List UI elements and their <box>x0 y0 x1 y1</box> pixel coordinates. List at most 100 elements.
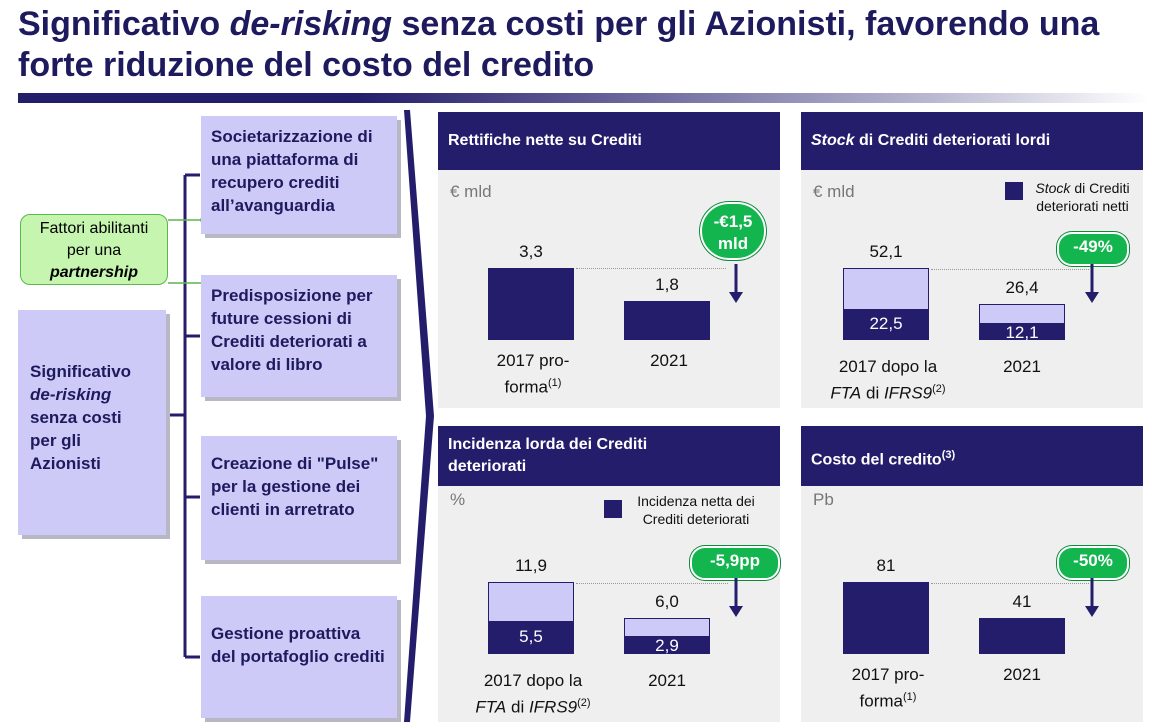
reference-line <box>576 583 728 584</box>
main-goal-box: Significativo de-risking senza costi per… <box>18 310 166 535</box>
chart-panel-cost-of-risk: Costo del credito(3) Pb 81 41 2017 pro- … <box>801 426 1143 722</box>
main-goal-line: Azionisti <box>30 454 101 473</box>
data-label: 5,5 <box>519 626 543 646</box>
title-rule <box>18 93 1148 103</box>
main-goal-line: per gli <box>30 431 82 450</box>
category-label-text: di <box>861 383 884 403</box>
category-label-line: 2017 dopo la <box>483 671 583 690</box>
chart-title: Stock di Crediti deteriorati lordi <box>801 112 1143 170</box>
chart-title-text: Rettifiche nette su Crediti <box>448 132 642 149</box>
main-goal-line-italic: de-risking <box>30 385 112 404</box>
chart-title: Rettifiche nette su Crediti <box>438 112 780 170</box>
data-label: 26,4 <box>1005 278 1039 297</box>
legend-label: Incidenza netta dei Crediti deteriorati <box>626 492 766 528</box>
category-label: 2021 <box>648 671 686 690</box>
chart-title-italic: Stock <box>811 132 855 149</box>
chart-bar <box>624 301 710 340</box>
chart-title-text: Costo del credito <box>811 451 942 469</box>
title-part: senza costi per gli Azionisti, favorendo… <box>18 5 1100 84</box>
change-badge-line: -€1,5 <box>713 212 753 231</box>
data-label: 3,3 <box>519 242 543 261</box>
footnote-ref: (3) <box>941 449 956 461</box>
main-goal-line: Significativo <box>30 362 132 381</box>
enabling-factors-emphasis: partnership <box>49 264 138 281</box>
data-label: 52,1 <box>869 242 903 261</box>
chart-panel-gross-npe-ratio: Incidenza lorda dei Crediti deteriorati … <box>438 426 780 722</box>
chart-unit: € mld <box>813 182 855 201</box>
category-label-line: FTA di IFRS9(2) <box>460 692 606 719</box>
chart-unit: % <box>450 490 466 509</box>
chart-title: Incidenza lorda dei Crediti deteriorati <box>438 426 780 486</box>
arrow-down-icon <box>1085 264 1099 303</box>
data-label: 12,1 <box>1005 323 1039 342</box>
category-label: 2017 dopo la FTA di IFRS9(2) <box>815 356 961 405</box>
change-badge: -49% <box>1057 232 1129 266</box>
footnote-ref: (1) <box>903 691 917 703</box>
category-label: 2017 dopo la FTA di IFRS9(2) <box>460 670 606 719</box>
category-label-italic: IFRS9 <box>528 697 578 717</box>
category-label-line: 2017 pro- <box>851 665 925 684</box>
data-label: 6,0 <box>655 592 679 611</box>
data-label: 22,5 <box>869 313 903 333</box>
enabling-factors-box: Fattori abilitanti per una partnership <box>20 214 168 285</box>
change-badge: -5,9pp <box>690 546 780 580</box>
category-label-line: forma(1) <box>468 372 598 399</box>
chart-title-text: di Crediti deteriorati lordi <box>854 132 1051 149</box>
legend-line: Incidenza netta dei <box>637 493 755 509</box>
chart-title-line: Incidenza lorda dei Crediti <box>448 436 648 453</box>
enabling-factors-line: Fattori abilitanti <box>39 220 149 237</box>
lever-label: Societarizzazione di una piattaforma di … <box>211 127 373 215</box>
chart-title: Costo del credito(3) <box>801 426 1143 486</box>
lever-label: Predisposizione per future cessioni di C… <box>211 286 373 374</box>
lever-label: Gestione proattiva del portafoglio credi… <box>211 624 385 666</box>
category-label-italic: FTA <box>830 383 862 403</box>
lever-box-npl-disposals: Predisposizione per future cessioni di C… <box>201 275 397 397</box>
chart-panel-gross-npe-stock: Stock di Crediti deteriorati lordi € mld… <box>801 112 1143 408</box>
lever-box-servicing-platform: Societarizzazione di una piattaforma di … <box>201 116 397 234</box>
enabling-factors-line: partnership <box>21 262 167 284</box>
category-label: 2021 <box>1003 665 1041 684</box>
category-label-line: 2017 pro- <box>496 351 570 370</box>
category-label-italic: IFRS9 <box>883 383 933 403</box>
footnote-ref: (2) <box>932 383 946 395</box>
chart-bar-net <box>488 621 574 654</box>
enabling-factors-line: per una <box>66 242 122 259</box>
footnote-ref: (1) <box>548 377 562 389</box>
legend-line: Crediti deteriorati <box>642 511 750 527</box>
main-goal-line: senza costi <box>30 408 122 427</box>
legend-line: deteriorati netti <box>1036 198 1129 214</box>
chart-bar <box>979 618 1065 654</box>
category-label-line: forma(1) <box>823 686 953 713</box>
chart-panel-net-adjustments: Rettifiche nette su Crediti € mld 3,3 1,… <box>438 112 780 408</box>
lever-box-pulse: Creazione di "Pulse" per la gestione dei… <box>201 436 397 560</box>
data-label: 81 <box>876 556 896 575</box>
legend-swatch <box>1005 182 1023 200</box>
reference-line <box>931 269 1089 270</box>
data-label: 2,9 <box>655 636 679 655</box>
category-label: 2017 pro- forma(1) <box>468 350 598 399</box>
category-label: 2017 pro- forma(1) <box>823 664 953 713</box>
legend-italic: Stock <box>1035 180 1071 196</box>
data-label: 41 <box>1012 592 1032 611</box>
chart-bar <box>843 582 929 654</box>
legend-text: di Crediti <box>1070 180 1130 196</box>
change-badge-line: mld <box>717 234 749 253</box>
legend-line: Stock di Crediti <box>1025 179 1140 197</box>
chart-unit: Pb <box>813 490 834 509</box>
legend-label: Stock di Crediti deteriorati netti <box>1025 179 1140 215</box>
category-label-text: di <box>506 697 529 717</box>
legend-swatch <box>604 500 622 518</box>
arrow-down-icon <box>729 578 743 617</box>
title-part-italic: de-risking <box>229 5 393 43</box>
category-label-line: FTA di IFRS9(2) <box>815 378 961 405</box>
chart-title-line: deteriorati <box>448 458 527 475</box>
lever-box-proactive-management: Gestione proattiva del portafoglio credi… <box>201 596 397 718</box>
reference-line <box>576 268 726 269</box>
chart-unit: € mld <box>450 182 492 201</box>
chevron-right-icon <box>404 110 434 722</box>
chart-bar-net <box>843 309 929 340</box>
change-badge: -50% <box>1057 546 1129 580</box>
category-label-text: forma <box>504 377 548 397</box>
chart-bar-net <box>979 323 1065 340</box>
category-label-italic: FTA <box>475 697 507 717</box>
